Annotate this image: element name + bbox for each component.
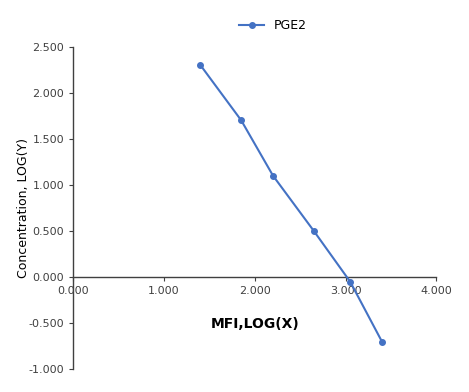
Y-axis label: Concentration, LOG(Y): Concentration, LOG(Y) <box>17 138 30 278</box>
PGE2 <box>311 229 317 233</box>
Line: PGE2: PGE2 <box>197 62 385 345</box>
X-axis label: MFI,LOG(X): MFI,LOG(X) <box>211 317 299 331</box>
PGE2 <box>379 339 385 344</box>
PGE2 <box>238 118 244 123</box>
PGE2 <box>270 173 276 178</box>
PGE2 <box>197 63 203 67</box>
Legend: PGE2: PGE2 <box>234 14 312 37</box>
PGE2 <box>348 279 353 284</box>
